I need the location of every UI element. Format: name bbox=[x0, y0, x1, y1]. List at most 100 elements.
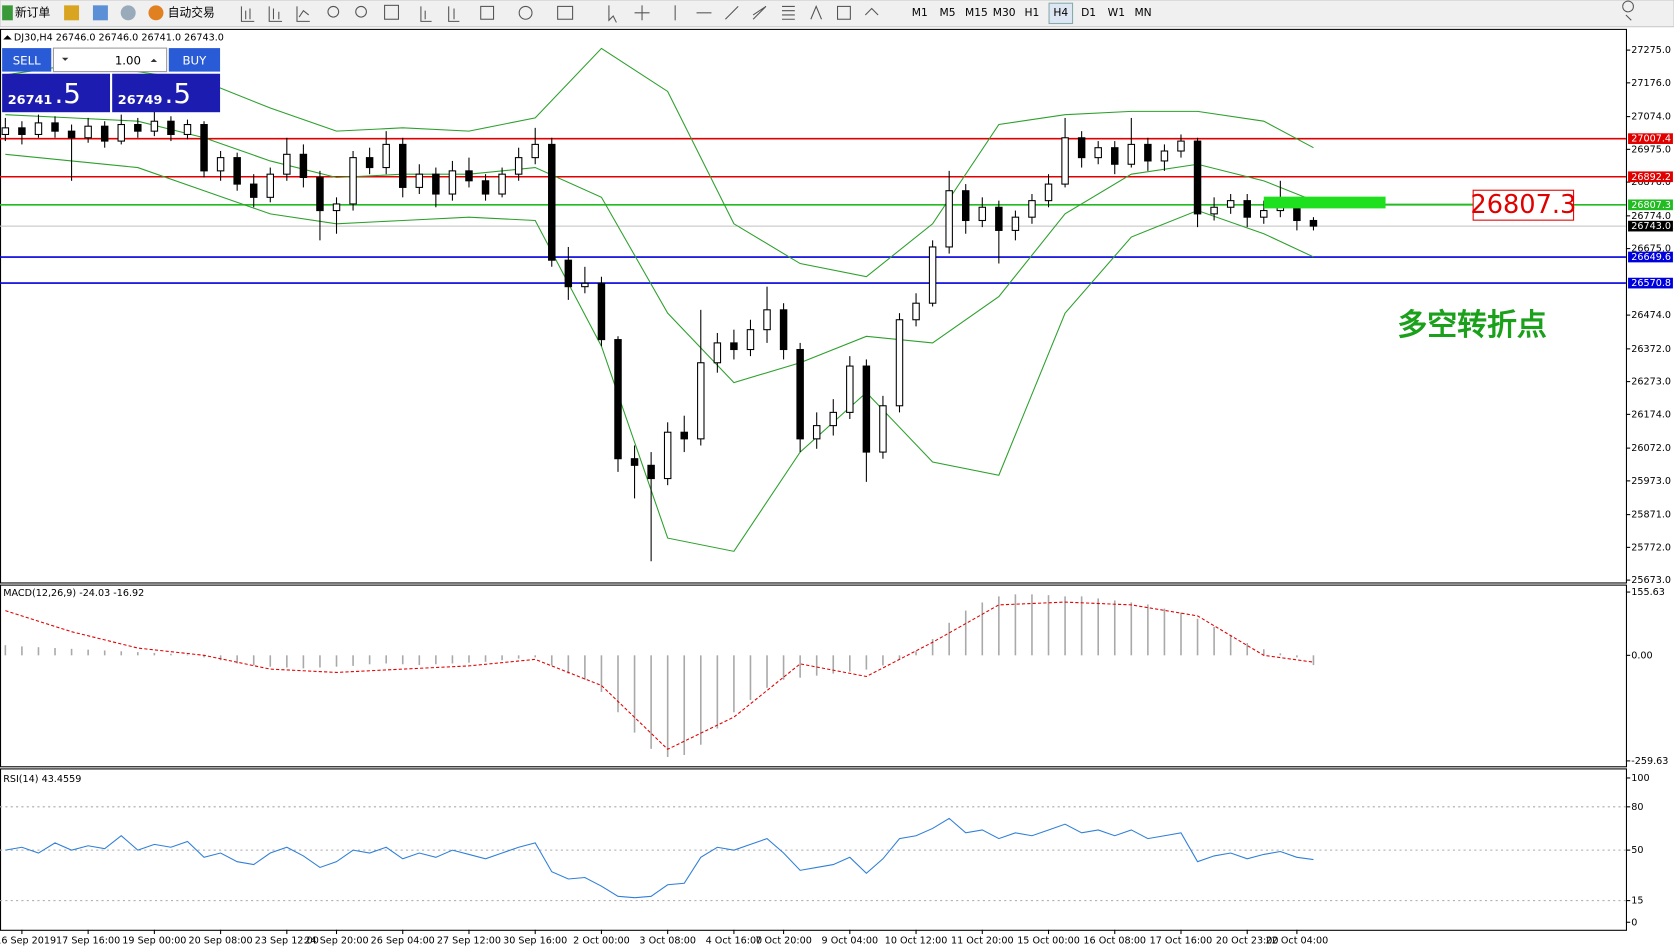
y-tick-label: 25772.0 bbox=[1631, 542, 1671, 553]
candle-body bbox=[183, 124, 192, 136]
y-tick-label: 15 bbox=[1631, 896, 1643, 907]
bollinger-upper bbox=[5, 47, 1314, 278]
sell-button[interactable] bbox=[2, 48, 52, 72]
icon[interactable] bbox=[120, 5, 136, 21]
candle-body bbox=[614, 339, 622, 460]
shapes-tool[interactable] bbox=[864, 7, 879, 16]
trendline-tool[interactable] bbox=[724, 6, 739, 20]
icon[interactable] bbox=[327, 5, 340, 18]
chart-title: DJ30,H4 26746.0 26746.0 26741.0 26743.0 bbox=[14, 32, 224, 43]
rsi-title: RSI(14) 43.4559 bbox=[3, 774, 81, 785]
candle-body bbox=[746, 329, 755, 351]
candle-body bbox=[84, 125, 92, 139]
candle-body bbox=[498, 173, 506, 195]
icon[interactable] bbox=[64, 5, 80, 21]
crosshair-tool[interactable] bbox=[634, 5, 650, 21]
y-tick-label: 26876.0 bbox=[1631, 177, 1671, 188]
candle-body bbox=[481, 180, 490, 195]
label-tool[interactable] bbox=[837, 5, 851, 20]
candle-body bbox=[697, 362, 705, 440]
y-tick-label: 26774.0 bbox=[1631, 211, 1671, 222]
candle-body bbox=[1160, 150, 1169, 162]
x-tick-label: 16 Oct 08:00 bbox=[1083, 935, 1146, 946]
candle-body bbox=[150, 120, 159, 132]
text-tool[interactable] bbox=[810, 5, 823, 20]
candle-body bbox=[465, 170, 473, 182]
bid-price[interactable]: 26741 bbox=[8, 93, 53, 108]
bollinger-lower bbox=[5, 153, 1314, 552]
timeframe-button[interactable]: M30 bbox=[993, 6, 1016, 19]
icon[interactable] bbox=[240, 6, 255, 22]
buy-button[interactable] bbox=[168, 48, 221, 72]
x-tick-label: 11 Oct 20:00 bbox=[951, 935, 1014, 946]
ask-pips[interactable]: .5 bbox=[165, 77, 191, 110]
lots-value[interactable]: 1.00 bbox=[115, 53, 141, 67]
channel-tool[interactable] bbox=[752, 5, 767, 20]
collapse-icon[interactable] bbox=[3, 35, 12, 40]
y-tick-label: 26474.0 bbox=[1631, 310, 1671, 321]
icon[interactable] bbox=[92, 5, 108, 21]
lots-input[interactable] bbox=[52, 47, 168, 73]
candle-body bbox=[1028, 200, 1036, 218]
price-pane bbox=[0, 28, 1627, 584]
y-tick-label: 26975.0 bbox=[1631, 144, 1671, 155]
candle-body bbox=[564, 259, 573, 288]
icon[interactable] bbox=[296, 6, 310, 22]
ask-price[interactable]: 26749 bbox=[118, 93, 163, 108]
search[interactable] bbox=[1622, 0, 1634, 21]
candle-body bbox=[415, 173, 424, 188]
candle-body bbox=[1044, 183, 1053, 202]
timeframe-button[interactable]: M1 bbox=[912, 6, 928, 19]
y-tick-label: 26372.0 bbox=[1631, 344, 1671, 355]
icon[interactable] bbox=[268, 6, 283, 22]
level-tag bbox=[1628, 199, 1673, 211]
sell-label[interactable]: SELL bbox=[13, 53, 41, 67]
timeframe-button[interactable]: M15 bbox=[965, 6, 988, 19]
icon[interactable] bbox=[518, 5, 533, 20]
bid-box[interactable] bbox=[2, 73, 111, 113]
new-order-button[interactable]: 新订单 bbox=[15, 5, 50, 19]
candle-body bbox=[581, 282, 589, 288]
timeframe-button[interactable]: MN bbox=[1134, 6, 1151, 19]
timeframe-button[interactable]: D1 bbox=[1081, 6, 1096, 19]
macd-signal bbox=[5, 601, 1314, 750]
timeframe-button[interactable]: H4 bbox=[1053, 6, 1068, 19]
timeframe-button[interactable]: H1 bbox=[1025, 6, 1040, 19]
level-tag bbox=[1628, 171, 1673, 183]
y-tick-label: 27275.0 bbox=[1631, 45, 1671, 56]
cursor-tool[interactable] bbox=[608, 5, 617, 23]
candle-body bbox=[663, 431, 672, 480]
lots-up[interactable] bbox=[150, 58, 158, 62]
candle-body bbox=[1111, 147, 1119, 165]
candle-body bbox=[680, 431, 688, 440]
timeframe-button[interactable]: W1 bbox=[1108, 6, 1125, 19]
icon[interactable] bbox=[557, 5, 574, 20]
y-tick-label: 26273.0 bbox=[1631, 377, 1671, 388]
ask-box[interactable] bbox=[112, 73, 221, 113]
x-tick-label: 24 Sep 20:00 bbox=[304, 935, 368, 946]
new-order-icon[interactable] bbox=[2, 5, 13, 21]
icon[interactable] bbox=[384, 4, 400, 20]
timeframe-button[interactable]: M5 bbox=[940, 6, 956, 19]
icon[interactable] bbox=[480, 5, 495, 20]
auto-trading-button[interactable]: 自动交易 bbox=[168, 5, 215, 19]
fibo-tool[interactable] bbox=[781, 5, 795, 20]
lots-down[interactable] bbox=[61, 57, 69, 61]
candle-body bbox=[846, 365, 854, 413]
candle-body bbox=[862, 365, 871, 453]
x-tick-label: 27 Sep 12:00 bbox=[437, 935, 501, 946]
auto-trading-icon[interactable] bbox=[148, 5, 164, 21]
bid-pips[interactable]: .5 bbox=[54, 77, 80, 110]
icon[interactable] bbox=[355, 5, 367, 18]
icon[interactable] bbox=[448, 6, 460, 22]
icon[interactable] bbox=[420, 6, 432, 22]
candle-body bbox=[1260, 210, 1268, 218]
active-timeframe-highlight bbox=[1048, 2, 1074, 25]
candle-body bbox=[100, 125, 109, 142]
level-label: 26892.2 bbox=[1631, 172, 1671, 183]
x-tick-label: 9 Oct 04:00 bbox=[822, 935, 879, 946]
buy-label[interactable]: BUY bbox=[183, 53, 208, 67]
